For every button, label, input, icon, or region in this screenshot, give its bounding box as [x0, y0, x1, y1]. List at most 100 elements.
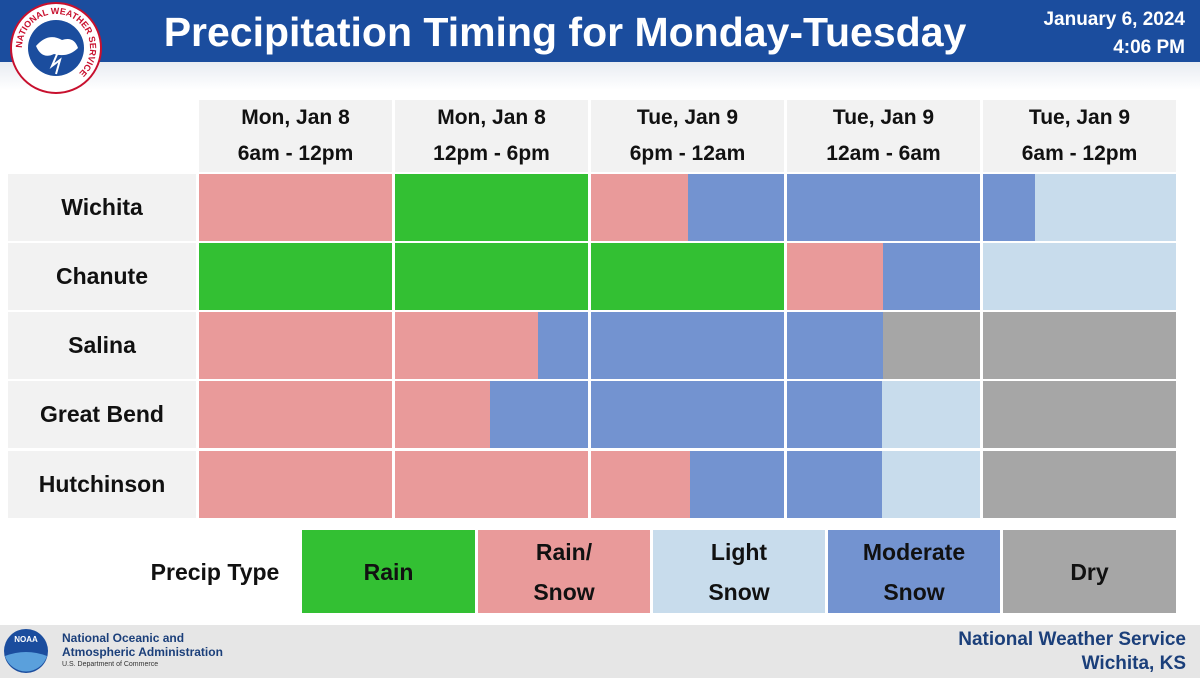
legend-label: Rain/ [535, 538, 593, 565]
agency-line: National Oceanic and [62, 631, 185, 645]
noaa-logo: NOAA [4, 629, 48, 673]
title: Precipitation Timing for Monday-Tuesday [163, 9, 967, 55]
column-header-line: Tue, Jan 9 [832, 106, 935, 129]
precip-segment [395, 451, 588, 518]
precip-segment [690, 451, 784, 518]
cell [395, 243, 588, 310]
cell [787, 381, 980, 448]
row-label: Salina [8, 312, 196, 379]
column-header-line: Tue, Jan 9 [1028, 106, 1131, 129]
precip-segment [787, 312, 883, 379]
precip-segment [1035, 174, 1176, 241]
precip-segment [395, 174, 588, 241]
cell [983, 312, 1176, 379]
legend-label: Light [710, 538, 768, 565]
legend-label: Snow [708, 578, 770, 605]
column-header: Tue, Jan 9 6am - 12pm [983, 100, 1176, 172]
header-bar [0, 0, 1200, 62]
precip-segment [882, 381, 980, 448]
column-header: Tue, Jan 9 12am - 6am [787, 100, 980, 172]
office: National Weather Service Wichita, KS [880, 628, 1186, 676]
column-header-line: 6pm - 12am [629, 142, 746, 165]
office-line: Wichita, KS [1081, 653, 1186, 674]
cell [395, 312, 588, 379]
precip-segment [983, 174, 1035, 241]
precip-segment [787, 174, 980, 241]
precip-segment [395, 381, 490, 448]
precip-segment [490, 381, 588, 448]
row-label: Great Bend [8, 381, 196, 448]
precip-segment [882, 451, 980, 518]
precip-segment [395, 243, 588, 310]
legend-item: Dry [1003, 530, 1176, 613]
precip-segment [591, 451, 690, 518]
precip-segment [199, 243, 392, 310]
office-line: National Weather Service [958, 629, 1186, 650]
precip-segment [199, 451, 392, 518]
cell [787, 451, 980, 518]
column-header-line: 12am - 6am [826, 142, 941, 165]
cell [395, 381, 588, 448]
row-label: Hutchinson [8, 451, 196, 518]
cell [199, 312, 392, 379]
legend-item: Light Snow [653, 530, 825, 613]
precip-segment [883, 312, 980, 379]
precip-segment [983, 312, 1176, 379]
legend-item: Moderate Snow [828, 530, 1000, 613]
precip-segment [983, 243, 1176, 310]
cell [983, 174, 1176, 241]
legend-label: Dry [1070, 558, 1109, 585]
precip-segment [199, 381, 392, 448]
column-header-line: Tue, Jan 9 [636, 106, 739, 129]
footer-bar [0, 625, 1200, 678]
precip-segment [591, 243, 784, 310]
precip-segment [591, 381, 784, 448]
cell [395, 174, 588, 241]
precip-segment [787, 381, 882, 448]
cell [591, 451, 784, 518]
row-label: Chanute [8, 243, 196, 310]
column-header: Tue, Jan 9 6pm - 12am [591, 100, 784, 172]
cell [199, 381, 392, 448]
precip-segment [883, 243, 980, 310]
precip-segment [983, 381, 1176, 448]
time: 4:06 PM [1113, 37, 1185, 58]
cell [787, 243, 980, 310]
column-header: Mon, Jan 8 12pm - 6pm [395, 100, 588, 172]
cell [983, 243, 1176, 310]
column-header-line: 6am - 12pm [1021, 142, 1138, 165]
legend-item: Rain/Snow [478, 530, 650, 613]
precip-segment [983, 451, 1176, 518]
precip-segment [787, 451, 882, 518]
noaa-text: NOAA [14, 635, 38, 644]
cell [199, 243, 392, 310]
agency: National Oceanic and Atmospheric Adminis… [62, 631, 223, 671]
cell [199, 451, 392, 518]
date-block: January 6, 2024 4:06 PM [990, 6, 1185, 62]
department: U.S. Department of Commerce [62, 661, 159, 668]
agency-line: Atmospheric Administration [62, 645, 223, 659]
cell [787, 312, 980, 379]
cell [787, 174, 980, 241]
column-header-line: 12pm - 6pm [433, 142, 550, 165]
cell [983, 381, 1176, 448]
column-header: Mon, Jan 8 6am - 12pm [199, 100, 392, 172]
legend-label: Rain [363, 558, 414, 585]
precip-segment [591, 312, 784, 379]
nws-logo: NATIONAL WEATHER SERVICE [10, 2, 102, 94]
precip-segment [538, 312, 588, 379]
precip-segment [688, 174, 784, 241]
legend-label: Snow [883, 578, 945, 605]
legend-label: Moderate [862, 538, 966, 565]
column-header-line: Mon, Jan 8 [241, 106, 350, 129]
legend-title: Precip Type [150, 558, 280, 585]
precip-segment [199, 312, 392, 379]
cell [983, 451, 1176, 518]
cell [591, 243, 784, 310]
cell [591, 312, 784, 379]
cell [591, 174, 784, 241]
row-label: Wichita [8, 174, 196, 241]
cell [395, 451, 588, 518]
legend-item: Rain [302, 530, 475, 613]
